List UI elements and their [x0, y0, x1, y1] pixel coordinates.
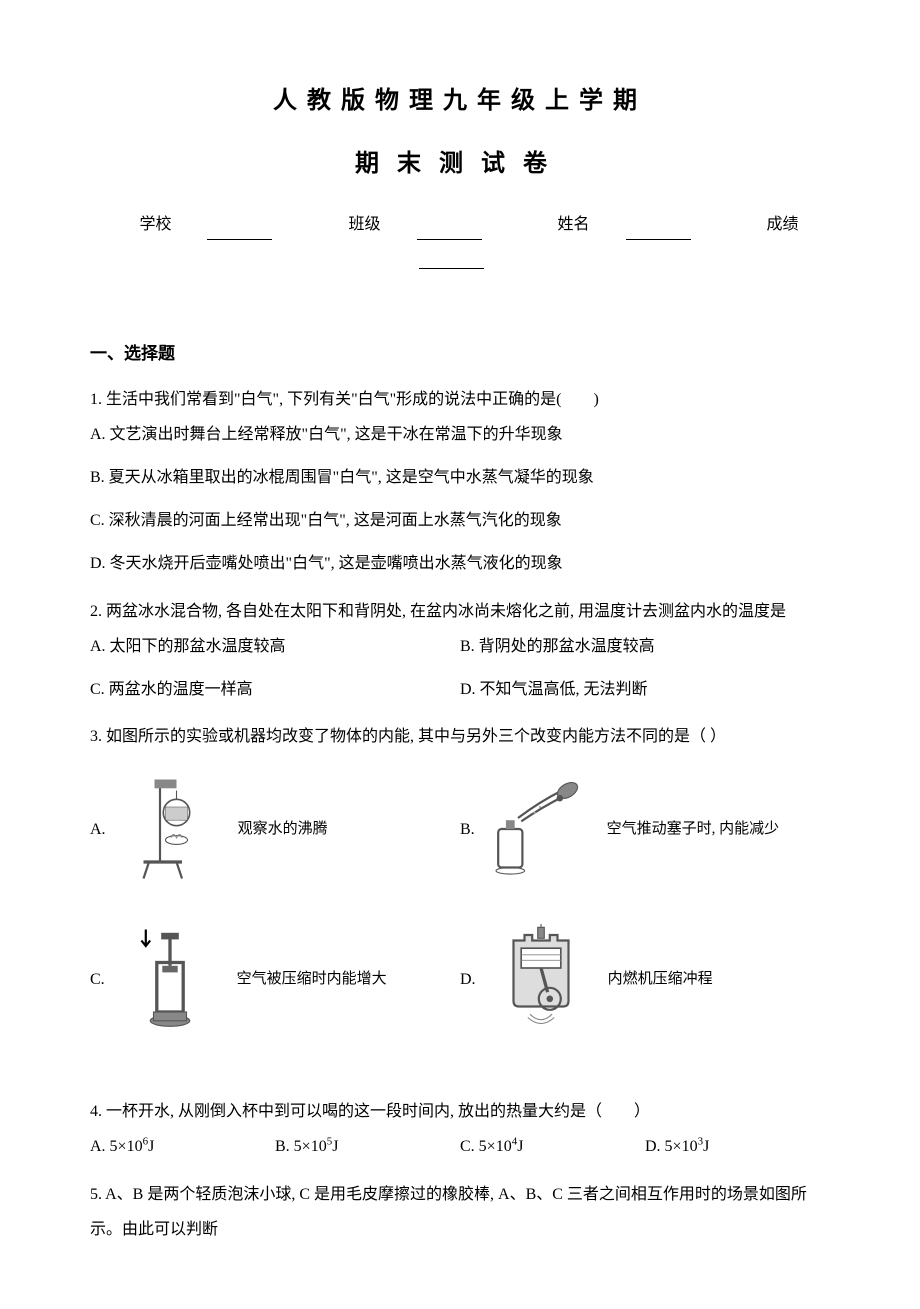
engine-compression-diagram	[486, 924, 596, 1034]
q3-b-text: 空气推动塞子时, 内能减少	[607, 813, 780, 846]
q1-opt-b: B. 夏天从冰箱里取出的冰棍周围冒"白气", 这是空气中水蒸气凝华的现象	[90, 460, 830, 495]
q2-opt-d: D. 不知气温高低, 无法判断	[460, 672, 830, 707]
q3-opt-c: C. 空气被压缩时内能增大	[90, 924, 460, 1034]
q3-a-label: A.	[90, 812, 106, 847]
score-label: 成绩	[767, 216, 799, 233]
air-push-cork-diagram	[485, 774, 595, 884]
q3-opt-d: D. 内燃机压缩冲程	[460, 924, 830, 1034]
q2-opt-b: B. 背阴处的那盆水温度较高	[460, 629, 830, 664]
class-blank	[417, 222, 482, 240]
info-line: 学校 班级 姓名 成绩	[90, 211, 830, 269]
class-label: 班级	[348, 216, 380, 233]
q1-opt-d: D. 冬天水烧开后壶嘴处喷出"白气", 这是壶嘴喷出水蒸气液化的现象	[90, 546, 830, 581]
q5-stem: 5. A、B 是两个轻质泡沫小球, C 是用毛皮摩擦过的橡胶棒, A、B、C 三…	[90, 1177, 830, 1247]
question-5: 5. A、B 是两个轻质泡沫小球, C 是用毛皮摩擦过的橡胶棒, A、B、C 三…	[90, 1177, 830, 1247]
question-1: 1. 生活中我们常看到"白气", 下列有关"白气"形成的说法中正确的是( ) A…	[90, 382, 830, 582]
compressed-air-diagram	[115, 924, 225, 1034]
q3-b-label: B.	[460, 812, 475, 847]
question-2: 2. 两盆冰水混合物, 各自处在太阳下和背阴处, 在盆内冰尚未熔化之前, 用温度…	[90, 594, 830, 708]
q2-stem: 2. 两盆冰水混合物, 各自处在太阳下和背阴处, 在盆内冰尚未熔化之前, 用温度…	[90, 594, 830, 629]
q3-a-text: 观察水的沸腾	[238, 813, 328, 846]
name-blank	[626, 222, 691, 240]
school-label: 学校	[139, 216, 171, 233]
q3-stem: 3. 如图所示的实验或机器均改变了物体的内能, 其中与另外三个改变内能方法不同的…	[90, 719, 830, 754]
q3-c-label: C.	[90, 962, 105, 997]
class-field: 班级	[330, 216, 499, 233]
q3-d-text: 内燃机压缩冲程	[608, 963, 713, 996]
q2-opt-a: A. 太阳下的那盆水温度较高	[90, 629, 460, 664]
name-field: 姓名	[540, 216, 709, 233]
title-sub: 期末测试卷	[90, 143, 830, 186]
q3-opt-a: A. 观察水的沸腾	[90, 774, 460, 884]
school-blank	[207, 222, 272, 240]
title-main: 人教版物理九年级上学期	[90, 80, 830, 123]
question-3: 3. 如图所示的实验或机器均改变了物体的内能, 其中与另外三个改变内能方法不同的…	[90, 719, 830, 1074]
q4-opt-b: B. 5×105J	[275, 1129, 460, 1164]
q1-opt-c: C. 深秋清晨的河面上经常出现"白气", 这是河面上水蒸气汽化的现象	[90, 503, 830, 538]
section-heading: 一、选择题	[90, 339, 830, 370]
q3-c-text: 空气被压缩时内能增大	[237, 963, 387, 996]
q4-opt-d: D. 5×103J	[645, 1129, 830, 1164]
q4-opt-c: C. 5×104J	[460, 1129, 645, 1164]
q4-stem: 4. 一杯开水, 从刚倒入杯中到可以喝的这一段时间内, 放出的热量大约是（ ）	[90, 1094, 830, 1129]
boiling-water-diagram	[116, 774, 226, 884]
q1-stem: 1. 生活中我们常看到"白气", 下列有关"白气"形成的说法中正确的是( )	[90, 382, 830, 417]
score-blank	[419, 251, 484, 269]
q3-d-label: D.	[460, 962, 476, 997]
q4-opt-a: A. 5×106J	[90, 1129, 275, 1164]
question-4: 4. 一杯开水, 从刚倒入杯中到可以喝的这一段时间内, 放出的热量大约是（ ） …	[90, 1094, 830, 1164]
q1-opt-a: A. 文艺演出时舞台上经常释放"白气", 这是干冰在常温下的升华现象	[90, 417, 830, 452]
q2-opt-c: C. 两盆水的温度一样高	[90, 672, 460, 707]
school-field: 学校	[121, 216, 290, 233]
q3-opt-b: B. 空气推动塞子时, 内能减少	[460, 774, 830, 884]
name-label: 姓名	[558, 216, 590, 233]
